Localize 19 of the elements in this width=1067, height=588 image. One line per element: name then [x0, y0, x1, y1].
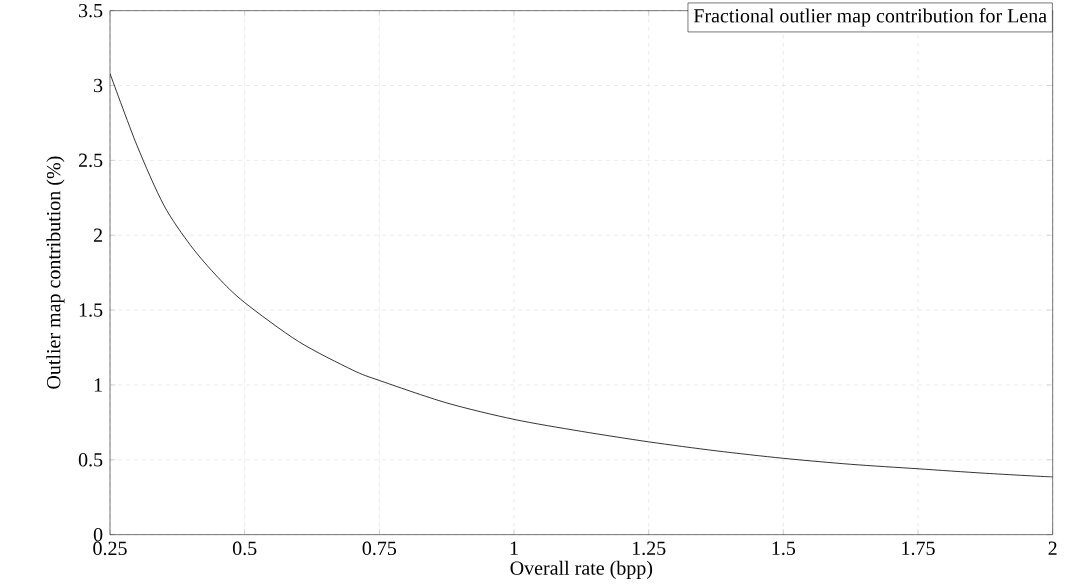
x-tick-label: 0.25 — [93, 541, 127, 556]
x-tick-label: 0.75 — [362, 541, 397, 556]
y-tick-label: 2 — [93, 228, 102, 242]
x-tick-label: 1.5 — [772, 541, 796, 556]
y-tick-label: 3.5 — [79, 3, 103, 18]
x-axis-title: Overall rate (bpp) — [510, 560, 653, 579]
chart-title: Fractional outlier map contribution for Lena — [693, 8, 1047, 27]
y-tick-label: 1 — [94, 378, 102, 392]
x-tick-label: 2 — [1048, 541, 1057, 555]
y-tick-label: 3 — [94, 78, 103, 93]
y-tick-label: 0.5 — [78, 453, 103, 467]
x-tick-label: 1 — [510, 541, 518, 555]
y-tick-label: 2.5 — [78, 153, 103, 168]
y-tick-label: 1.5 — [79, 303, 103, 317]
x-tick-label: 1.75 — [902, 541, 935, 556]
x-tick-label: 1.25 — [632, 541, 666, 556]
x-tick-label: 0.5 — [232, 541, 257, 556]
y-axis-title: Outlier map contribution (%) — [46, 156, 65, 389]
y-tick-label: 0 — [93, 527, 103, 542]
